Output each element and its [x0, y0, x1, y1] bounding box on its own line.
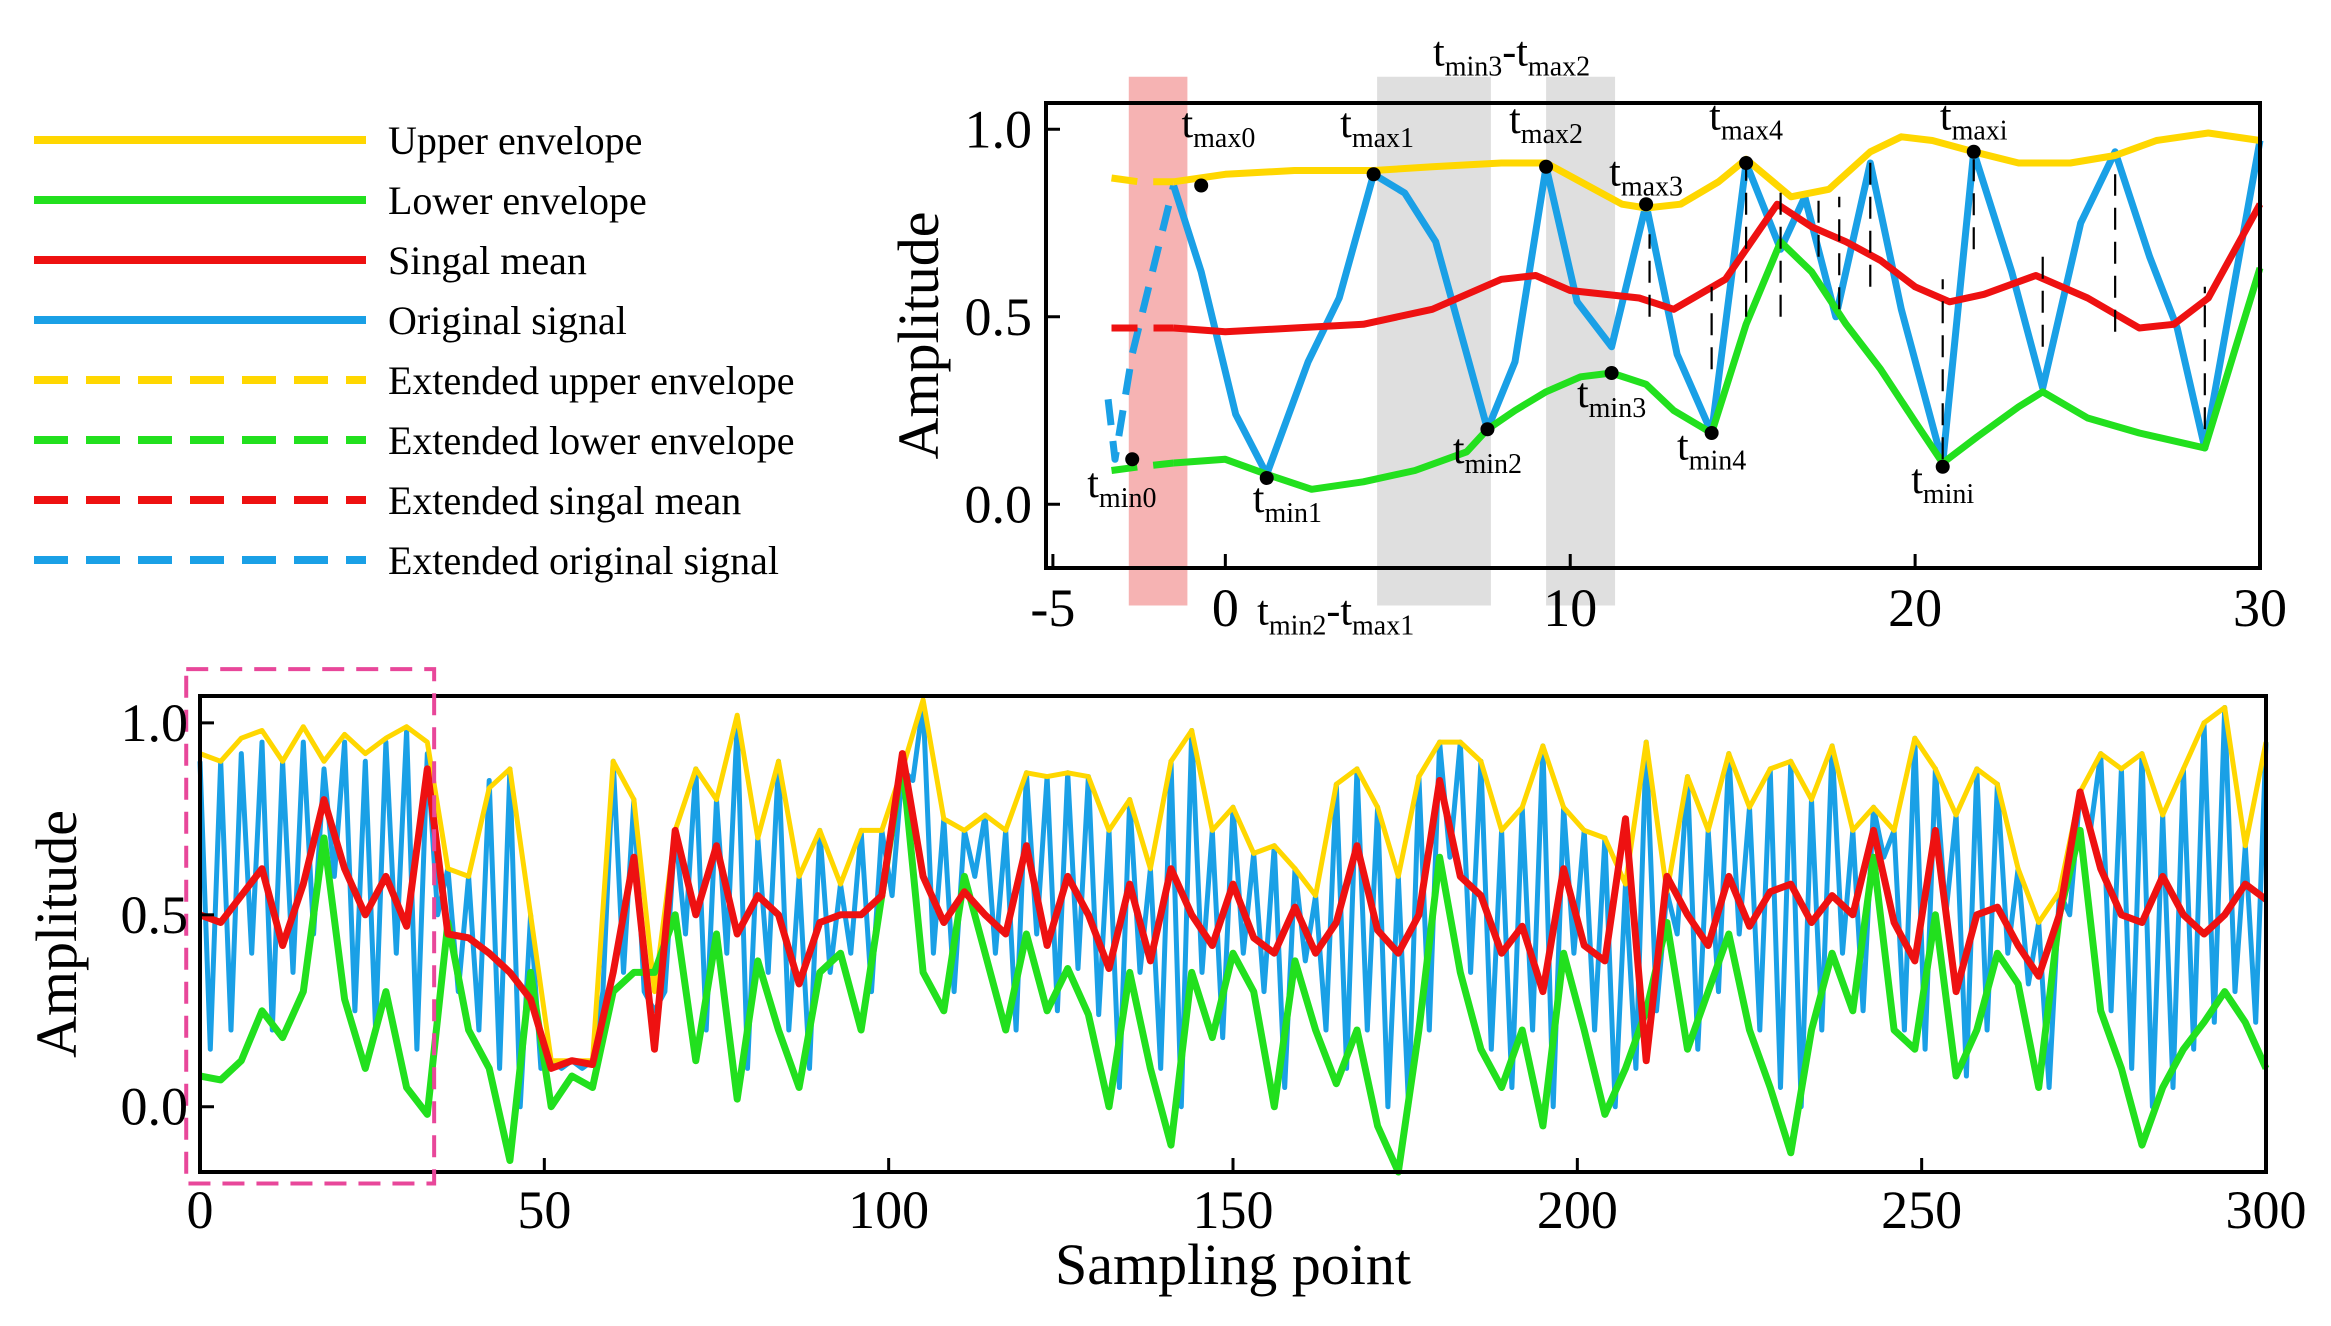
extremum-label: tmin1: [1253, 476, 1322, 529]
legend-label: Upper envelope: [388, 118, 642, 163]
y-tick-label: 1.0: [121, 693, 189, 753]
band-label-main: t: [1433, 30, 1445, 76]
grey-band: [1377, 76, 1491, 606]
extremum-point: [1194, 178, 1209, 193]
x-tick-label: 50: [517, 1180, 571, 1240]
legend-label: Lower envelope: [388, 178, 647, 223]
band-label-sub2: max2: [1528, 52, 1590, 83]
extremum-label: tmax3: [1609, 150, 1683, 203]
bottom-upper-line: [199, 697, 2269, 1064]
extremum-subscript: min4: [1689, 445, 1747, 476]
extremum-point: [1966, 144, 1981, 159]
y-tick-label: 0.5: [121, 885, 189, 945]
y-tick-label: 1.0: [965, 99, 1033, 159]
extremum-label: tmin3: [1577, 371, 1646, 424]
y-tick-label: 0.0: [121, 1077, 189, 1137]
extremum-point: [1604, 366, 1619, 380]
extremum-subscript: max0: [1193, 123, 1255, 154]
band-label: tmin2-tmax1: [1257, 588, 1414, 641]
legend-item: Extended original signal: [34, 538, 779, 583]
top-plot-frame: [1044, 101, 2262, 570]
band-label-sub: min3: [1445, 52, 1503, 83]
extremum-subscript: max1: [1352, 123, 1414, 154]
band-label-sub2: max1: [1352, 610, 1414, 641]
legend-item: Original signal: [34, 298, 627, 343]
legend-label: Extended upper envelope: [388, 358, 795, 403]
bottom-chart: 0 50 100 150 200 250 300 0.0 0.5 1.0 Amplitude Sa…: [24, 667, 2307, 1297]
extremum-subscript: mini: [1923, 479, 1975, 510]
legend-item: Extended lower envelope: [34, 418, 795, 463]
legend-item: Singal mean: [34, 238, 587, 283]
legend-item: Extended singal mean: [34, 478, 741, 523]
extremum-point: [1480, 422, 1495, 437]
top-y-axis-label: Amplitude: [886, 211, 951, 459]
extremum-subscript: min2: [1465, 449, 1523, 480]
x-tick-label: 0: [1212, 578, 1239, 638]
extremum-point: [1739, 156, 1754, 170]
legend-item: Extended upper envelope: [34, 358, 795, 403]
zoom-highlight-box: [184, 667, 437, 1186]
bottom-mean-line: [198, 750, 2269, 1072]
x-tick-label: 10: [1543, 578, 1597, 638]
bottom-axis-ticks: 0 50 100 150 200 250 300 0.0 0.5 1.0: [121, 693, 2307, 1240]
x-tick-label: -5: [1030, 578, 1075, 638]
x-tick-label: 20: [1888, 578, 1942, 638]
legend-label: Extended lower envelope: [388, 418, 795, 463]
bottom-lower-line: [199, 757, 2270, 1176]
extremum-subscript: max3: [1621, 172, 1683, 203]
extremum-subscript: min3: [1589, 393, 1647, 424]
extremum-subscript: maxi: [1952, 115, 2008, 146]
x-tick-label: 150: [1193, 1180, 1274, 1240]
top-shaded-bands: [1128, 76, 1616, 606]
extremum-subscript: max2: [1521, 119, 1583, 150]
y-tick-label: 0.5: [965, 287, 1033, 347]
band-label: tmin3-tmax2: [1433, 30, 1590, 83]
top-axis-ticks: -5 0 10 20 30 0.0 0.5 1.0: [965, 99, 2288, 638]
bottom-y-axis-label: Amplitude: [24, 810, 89, 1058]
bottom-series: [197, 697, 2270, 1176]
x-tick-label: 0: [187, 1180, 214, 1240]
legend-label: Singal mean: [388, 238, 587, 283]
band-label-sub: min2: [1269, 610, 1327, 641]
extremum-point: [1366, 167, 1381, 182]
top-lower-ext-line: [1111, 459, 1174, 474]
extremum-subscript: min1: [1264, 498, 1322, 529]
top-mean-line: [1173, 200, 2264, 336]
legend-item: Upper envelope: [34, 118, 642, 163]
extremum-subscript: min0: [1099, 483, 1157, 514]
legend-item: Lower envelope: [34, 178, 647, 223]
legend: Upper envelope Lower envelope Singal mean O…: [34, 118, 795, 583]
extremum-point: [1125, 452, 1140, 467]
band-label-main: t: [1257, 588, 1269, 634]
extremum-point: [1704, 426, 1719, 440]
extremum-point: [1935, 459, 1950, 474]
y-tick-label: 0.0: [965, 474, 1033, 534]
x-tick-label: 30: [2233, 578, 2287, 638]
x-tick-label: 200: [1537, 1180, 1618, 1240]
x-tick-label: 100: [848, 1180, 929, 1240]
legend-label: Extended singal mean: [388, 478, 741, 523]
x-tick-label: 250: [1881, 1180, 1962, 1240]
x-tick-label: 300: [2226, 1180, 2307, 1240]
top-dash-marks: [1648, 151, 2206, 460]
legend-label: Original signal: [388, 298, 627, 343]
extremum-point: [1259, 471, 1274, 485]
bottom-x-axis-label: Sampling point: [1055, 1232, 1411, 1297]
top-signal-ext-line: [1104, 184, 1177, 463]
legend-label: Extended original signal: [388, 538, 779, 583]
band-label-rest: -t: [1502, 30, 1528, 76]
bottom-signal-line: [197, 701, 2269, 1110]
extremum-point: [1539, 159, 1554, 174]
extremum-subscript: max4: [1721, 115, 1783, 146]
extremum-label: tmax0: [1181, 101, 1255, 154]
band-label-rest: -t: [1326, 588, 1352, 634]
top-upper-ext-line: [1111, 174, 1174, 186]
extremum-point: [1639, 197, 1654, 212]
